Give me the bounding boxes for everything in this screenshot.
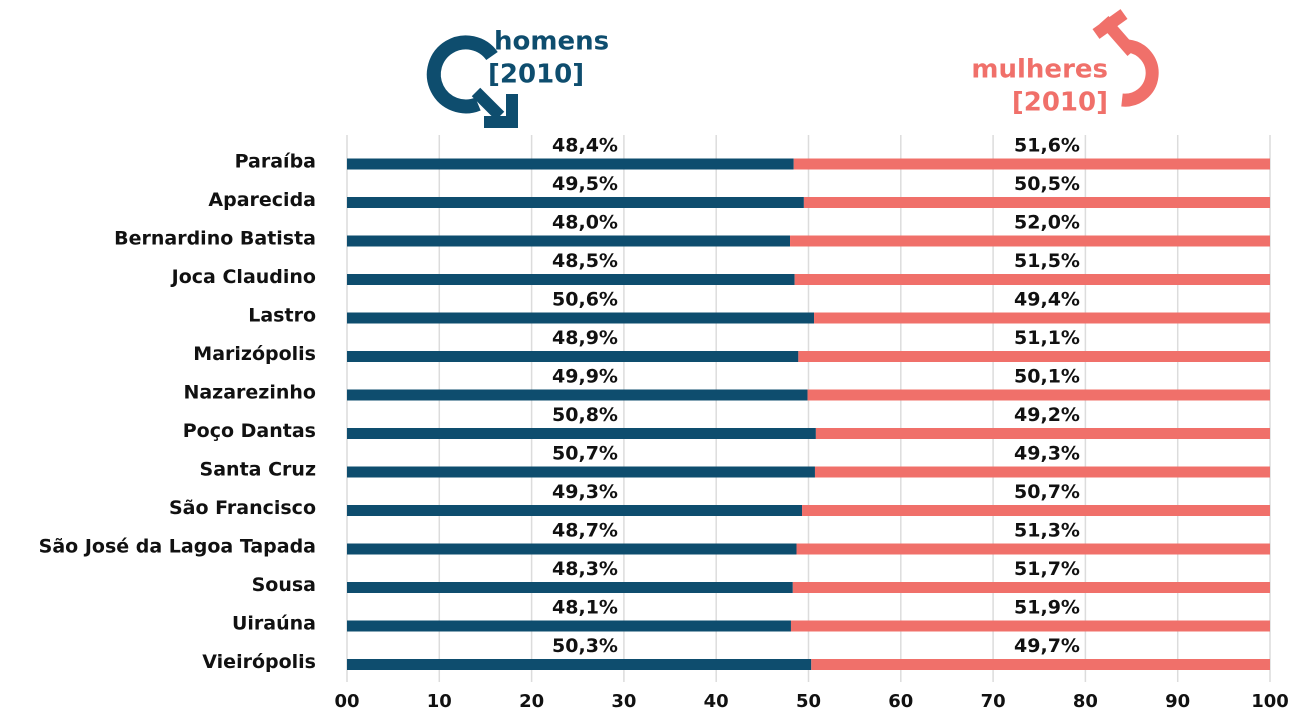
value-label: 49,3%	[552, 481, 618, 503]
x-tick-label: 30	[611, 691, 636, 712]
bar	[347, 274, 795, 285]
legend-period: [2010]	[488, 60, 584, 90]
bar	[796, 543, 1270, 555]
female-icon-cross	[1092, 9, 1137, 56]
x-tick-label: 20	[519, 691, 544, 712]
value-label: 50,6%	[552, 289, 618, 311]
value-label: 50,1%	[1014, 366, 1080, 388]
bar	[802, 505, 1270, 516]
bar	[347, 197, 804, 208]
value-label: 50,3%	[552, 635, 618, 657]
x-tick-label: 50	[796, 691, 821, 712]
value-label: 50,5%	[1014, 173, 1080, 195]
bar	[347, 158, 794, 170]
bar	[814, 312, 1270, 324]
x-tick-label: 90	[1165, 691, 1190, 712]
category-label: Aparecida	[208, 189, 316, 211]
bar	[803, 197, 1270, 208]
legend-label: mulheres	[971, 55, 1108, 85]
bar	[347, 582, 793, 593]
category-label: Poço Dantas	[183, 420, 316, 442]
value-label: 48,5%	[552, 250, 618, 272]
legend-label: homens	[494, 27, 609, 57]
bar	[347, 659, 812, 670]
category-label: Marizópolis	[193, 343, 316, 365]
bar	[347, 351, 799, 362]
value-label: 48,1%	[552, 597, 618, 619]
bar	[790, 620, 1270, 632]
value-label: 49,7%	[1014, 635, 1080, 657]
bar	[347, 312, 815, 324]
x-tick-label: 80	[1073, 691, 1098, 712]
value-label: 51,9%	[1014, 597, 1080, 619]
bar	[347, 543, 797, 555]
x-tick-label: 70	[981, 691, 1006, 712]
category-label: Bernardino Batista	[114, 228, 316, 250]
value-label: 51,7%	[1014, 558, 1080, 580]
bar	[790, 235, 1270, 247]
value-label: 49,5%	[552, 173, 618, 195]
value-label: 48,3%	[552, 558, 618, 580]
category-label: Vieirópolis	[202, 651, 316, 673]
value-label: 49,4%	[1014, 289, 1080, 311]
bar	[814, 466, 1270, 478]
category-label: Uiraúna	[232, 613, 316, 635]
value-label: 51,1%	[1014, 327, 1080, 349]
category-label: Santa Cruz	[200, 459, 316, 481]
bar	[798, 351, 1270, 362]
x-tick-label: 60	[888, 691, 913, 712]
x-tick-label: 10	[427, 691, 452, 712]
value-label: 50,8%	[552, 404, 618, 426]
value-label: 50,7%	[552, 443, 618, 465]
value-label: 49,9%	[552, 366, 618, 388]
bar	[347, 389, 808, 401]
category-label: Joca Claudino	[170, 266, 316, 288]
value-label: 51,5%	[1014, 250, 1080, 272]
category-label: São Francisco	[169, 497, 316, 519]
value-label: 48,7%	[552, 520, 618, 542]
x-tick-label: 100	[1251, 691, 1289, 712]
legend-period: [2010]	[1012, 88, 1108, 118]
bar	[807, 389, 1270, 401]
bar	[794, 274, 1270, 285]
bar	[347, 620, 791, 632]
value-label: 49,2%	[1014, 404, 1080, 426]
bar	[793, 158, 1270, 170]
category-label: Paraíba	[235, 151, 316, 173]
category-label: Sousa	[252, 574, 316, 596]
category-label: Nazarezinho	[183, 382, 316, 404]
value-label: 49,3%	[1014, 443, 1080, 465]
category-label: São José da Lagoa Tapada	[39, 536, 316, 558]
bar	[347, 235, 791, 247]
value-label: 51,6%	[1014, 135, 1080, 157]
bar	[347, 505, 803, 516]
category-label: Lastro	[248, 305, 316, 327]
value-label: 48,4%	[552, 135, 618, 157]
male-icon	[426, 35, 498, 114]
bar	[815, 428, 1270, 439]
value-label: 52,0%	[1014, 212, 1080, 234]
x-tick-label: 40	[704, 691, 729, 712]
value-label: 48,0%	[552, 212, 618, 234]
bar	[347, 466, 815, 478]
legend: homens [2010] mulheres [2010]	[426, 9, 1159, 128]
value-label: 48,9%	[552, 327, 618, 349]
male-icon-arrow	[471, 87, 518, 128]
value-label: 50,7%	[1014, 481, 1080, 503]
bar	[347, 428, 816, 439]
value-label: 51,3%	[1014, 520, 1080, 542]
female-icon	[1121, 39, 1159, 107]
bar	[811, 659, 1270, 670]
bar	[792, 582, 1270, 593]
x-tick-label: 00	[334, 691, 359, 712]
